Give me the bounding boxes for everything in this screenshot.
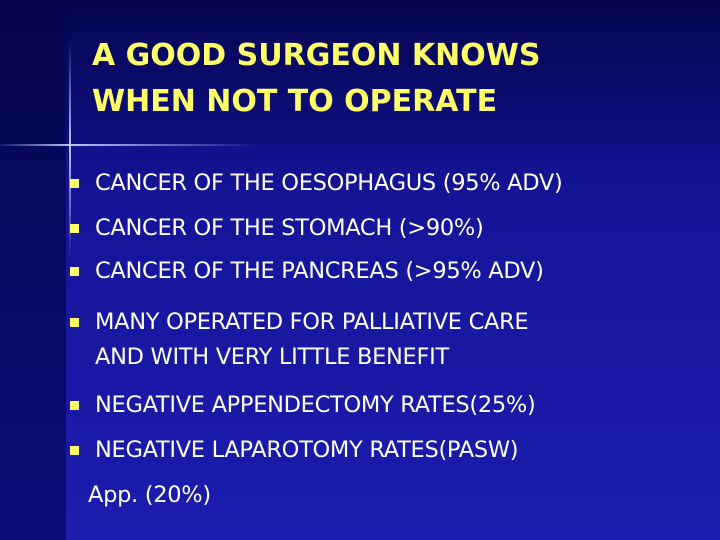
bullet-marker (70, 224, 79, 233)
title-line: WHEN NOT TO OPERATE (92, 84, 498, 119)
bullet-text: CANCER OF THE PANCREAS (>95% ADV) (95, 258, 544, 284)
bullet-marker (70, 179, 79, 188)
bullet-marker (70, 401, 79, 410)
background-band (0, 0, 66, 540)
bullet-text: CANCER OF THE STOMACH (>90%) (95, 215, 484, 241)
bullet-marker (70, 446, 79, 455)
continuation-text: App. (20%) (88, 482, 211, 508)
bullet-text: AND WITH VERY LITTLE BENEFIT (95, 344, 449, 370)
bullet-text: CANCER OF THE OESOPHAGUS (95% ADV) (95, 170, 563, 196)
bullet-text: NEGATIVE LAPAROTOMY RATES(PASW) (95, 437, 519, 463)
sparkle-line (0, 144, 260, 146)
bullet-marker (70, 318, 79, 327)
bullet-marker (70, 267, 79, 276)
title-line: A GOOD SURGEON KNOWS (92, 38, 541, 73)
sparkle-line (69, 40, 71, 260)
bullet-text: NEGATIVE APPENDECTOMY RATES(25%) (95, 392, 536, 418)
bullet-text: MANY OPERATED FOR PALLIATIVE CARE (95, 309, 529, 335)
background-band (0, 0, 720, 145)
